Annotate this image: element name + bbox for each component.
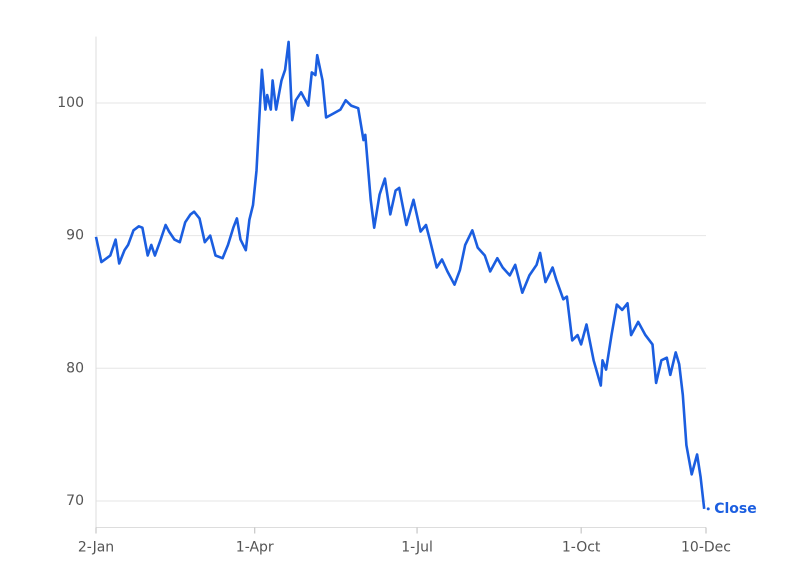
x-tick-label: 2-Jan [78, 540, 114, 556]
y-tick-label: 100 [57, 95, 84, 111]
y-tick-label: 70 [66, 493, 84, 509]
series-label: Close [714, 501, 757, 517]
x-tick-label: 1-Oct [562, 540, 601, 556]
x-tick-label: 1-Jul [401, 540, 433, 556]
x-tick-label: 10-Dec [681, 540, 731, 556]
y-tick-label: 80 [66, 360, 84, 376]
end-dot [706, 507, 710, 511]
line [94, 40, 706, 510]
y-tick-label: 90 [66, 228, 84, 244]
x-tick-label: 1-Apr [236, 540, 274, 556]
